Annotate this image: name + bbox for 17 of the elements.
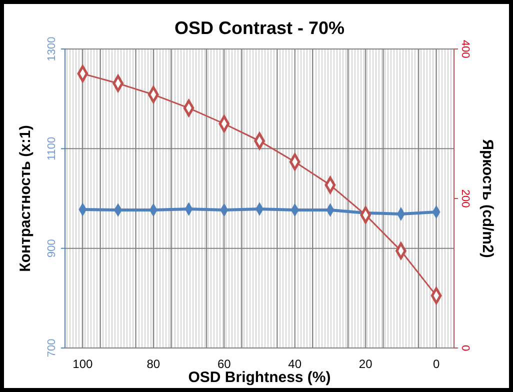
x-tick-label: 40 <box>288 357 302 371</box>
y-tick-label: 1300 <box>46 36 58 62</box>
x-tick-label: 60 <box>217 357 232 371</box>
x-axis-title: OSD Brightness (%) <box>188 369 331 386</box>
y2-tick-label: 0 <box>459 344 471 352</box>
x-tick-label: 20 <box>358 357 373 371</box>
y2-axis-title: Яркость (cd/m2) <box>479 139 496 258</box>
x-tick-label: 100 <box>72 357 94 371</box>
y-tick-label: 900 <box>46 239 58 258</box>
y-tick-label: 1100 <box>46 136 58 160</box>
x-tick-label: 0 <box>432 357 440 371</box>
chart-title: OSD Contrast - 70% <box>174 18 345 38</box>
y-tick-label: 700 <box>46 338 58 358</box>
y-axis-title: Контрастность (x:1) <box>17 125 34 272</box>
y2-tick-label: 400 <box>459 40 471 58</box>
x-tick-label: 80 <box>146 357 160 371</box>
y2-tick-label: 200 <box>459 189 471 208</box>
